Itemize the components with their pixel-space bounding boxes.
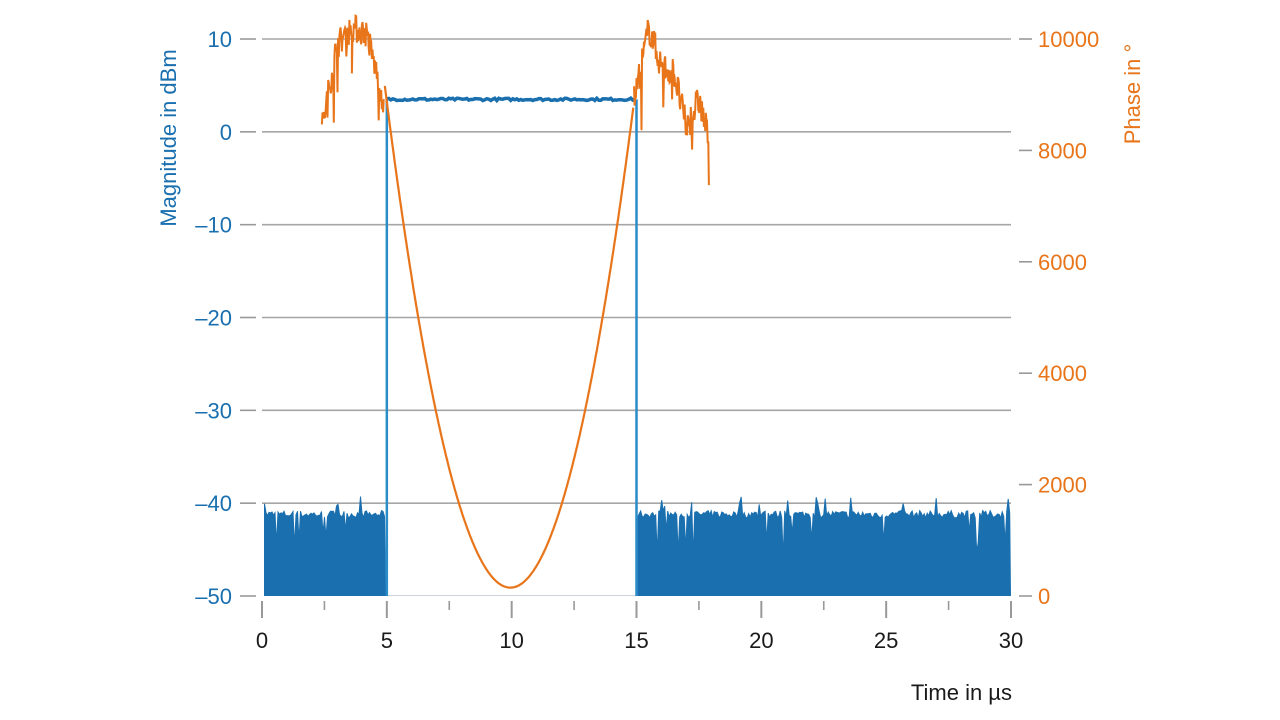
phase-noise-before bbox=[320, 13, 385, 125]
x-tick-label: 0 bbox=[256, 628, 268, 653]
y2-tick-label: 2000 bbox=[1038, 473, 1087, 498]
x-axis-title: Time in µs bbox=[911, 680, 1012, 705]
y-tick-label: 0 bbox=[220, 120, 232, 145]
x-tick-label: 25 bbox=[874, 628, 898, 653]
y-tick-label: 10 bbox=[208, 27, 232, 52]
y2-tick-label: 4000 bbox=[1038, 361, 1087, 386]
y-tick-label: –30 bbox=[195, 398, 232, 423]
noise-floor-before bbox=[264, 496, 387, 596]
pulse-top bbox=[386, 95, 636, 104]
y-tick-label: –50 bbox=[195, 584, 232, 609]
phase-series bbox=[320, 13, 710, 589]
x-tick-label: 30 bbox=[999, 628, 1023, 653]
y2-tick-label: 6000 bbox=[1038, 250, 1087, 275]
y-axis-title: Magnitude in dBm bbox=[156, 49, 181, 226]
phase-parabola bbox=[383, 85, 635, 589]
y2-tick-label: 10000 bbox=[1038, 27, 1099, 52]
x-tick-label: 15 bbox=[624, 628, 648, 653]
x-tick-label: 20 bbox=[749, 628, 773, 653]
x-tick-label: 5 bbox=[381, 628, 393, 653]
y2-axis-title: Phase in ° bbox=[1120, 44, 1145, 145]
y-tick-label: –20 bbox=[195, 306, 232, 331]
x-tick-label: 10 bbox=[499, 628, 523, 653]
tick-labels: –50 –40 –30 –20 –10 0 10 0 2000 4000 6000 8000 10000… bbox=[195, 27, 1099, 653]
magnitude-series bbox=[264, 95, 1011, 596]
noise-floor-after bbox=[637, 496, 1011, 596]
phase-noise-after bbox=[633, 19, 710, 186]
y-tick-label: –10 bbox=[195, 213, 232, 238]
axes bbox=[240, 38, 1032, 618]
y2-tick-label: 0 bbox=[1038, 584, 1050, 609]
y-tick-label: –40 bbox=[195, 491, 232, 516]
y2-tick-label: 8000 bbox=[1038, 138, 1087, 163]
